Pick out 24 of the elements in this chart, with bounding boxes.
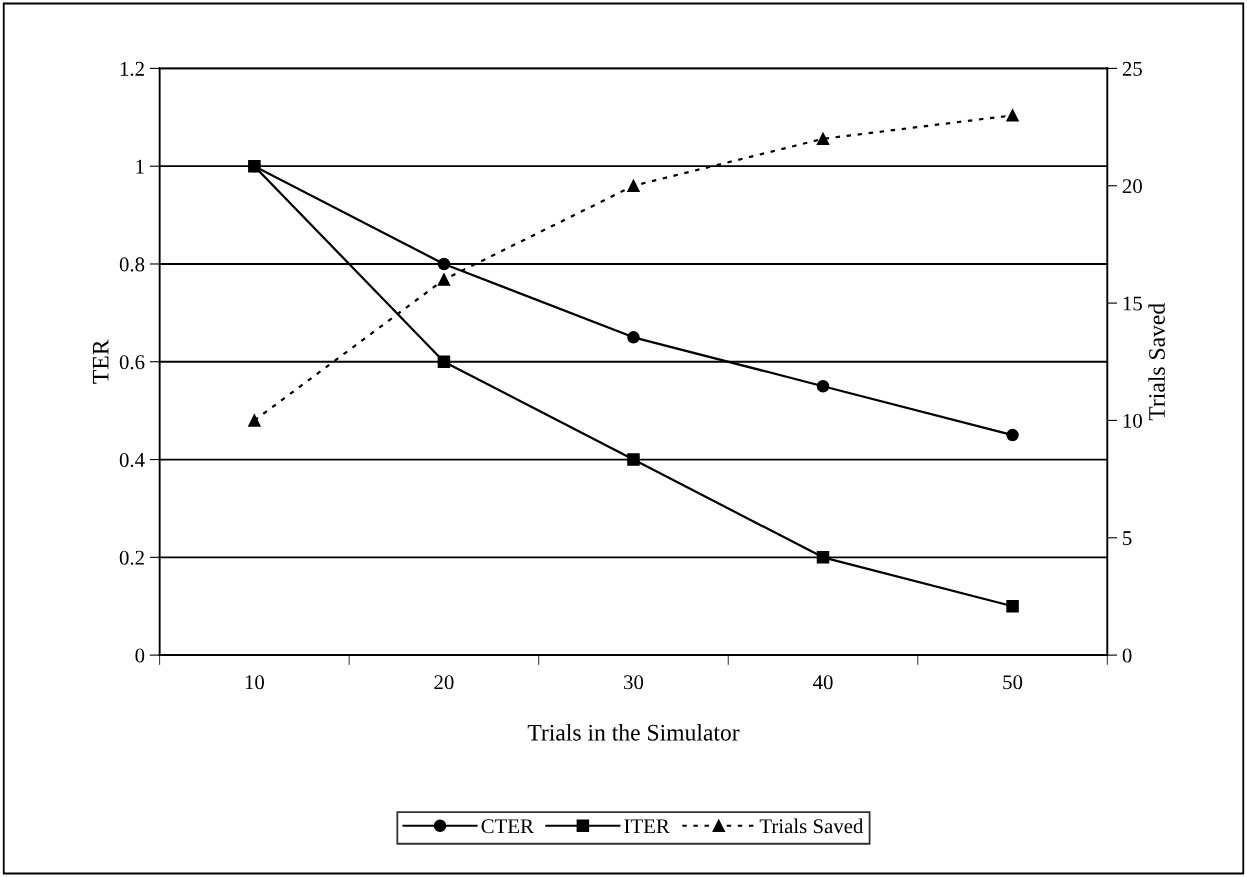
y2-tick-label: 20 <box>1122 179 1142 194</box>
legend-label: Trials Saved <box>759 818 864 834</box>
legend-label: ITER <box>624 819 670 834</box>
y-axis-title: TER <box>92 339 109 384</box>
x-tick-label: 40 <box>813 675 833 690</box>
y2-tick-label: 15 <box>1123 296 1142 311</box>
y2-tick-label: 25 <box>1122 61 1142 76</box>
y-tick-label: 1.2 <box>120 61 144 76</box>
x-tick-label: 20 <box>434 675 454 690</box>
y-tick-label: 0 <box>135 648 145 663</box>
x-axis-title: Trials in the Simulator <box>527 724 740 741</box>
y2-axis-title: Trials Saved <box>1148 303 1165 421</box>
y-tick-label: 0.2 <box>119 550 144 565</box>
legend-label: CTER <box>481 819 534 834</box>
x-tick-label: 30 <box>624 675 644 690</box>
y-tick-label: 1 <box>136 159 144 174</box>
y-tick-label: 0.4 <box>119 452 145 468</box>
x-tick-label: 10 <box>245 675 265 690</box>
y-tick-label: 0.6 <box>119 355 145 370</box>
y2-tick-label: 10 <box>1123 413 1142 428</box>
y2-tick-label: 0 <box>1122 648 1132 663</box>
x-tick-label: 50 <box>1003 675 1023 690</box>
y2-tick-label: 5 <box>1123 531 1132 546</box>
y-tick-label: 0.8 <box>119 257 145 272</box>
